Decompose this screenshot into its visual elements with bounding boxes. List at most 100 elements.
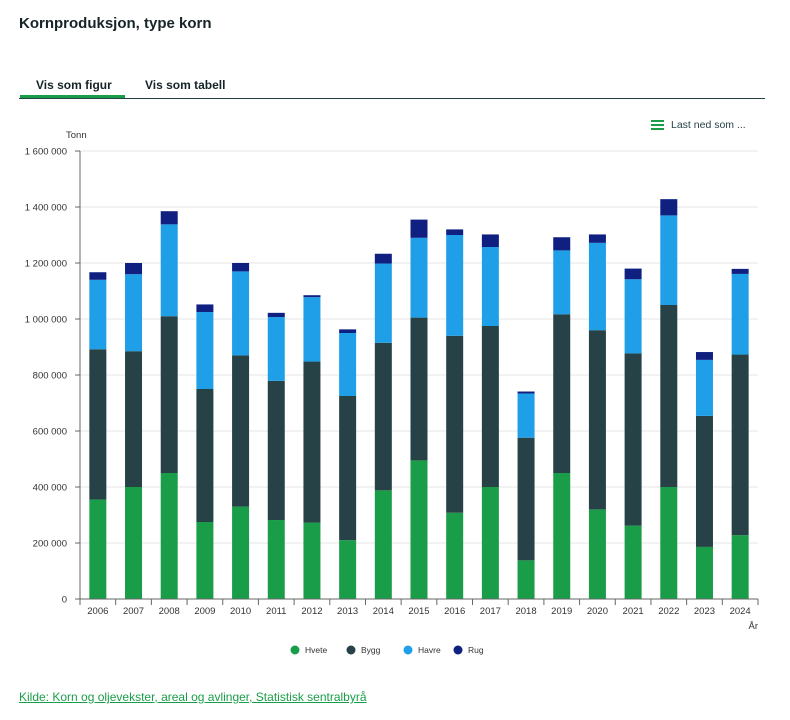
bar-segment-havre-2022 bbox=[660, 215, 678, 305]
bar-segment-bygg-2017 bbox=[481, 326, 499, 487]
bar-segment-bygg-2014 bbox=[374, 342, 392, 491]
bar-segment-rug-2023 bbox=[695, 352, 713, 360]
bar-segment-hvete-2019 bbox=[553, 473, 571, 599]
view-tabs: Vis som figur Vis som tabell bbox=[19, 76, 765, 99]
bar-segment-rug-2017 bbox=[481, 234, 499, 248]
bar-segment-hvete-2011 bbox=[267, 520, 285, 599]
download-label: Last ned som ... bbox=[671, 119, 746, 131]
bar-segment-havre-2015 bbox=[410, 237, 428, 318]
bar-segment-havre-2023 bbox=[695, 359, 713, 416]
page-title: Kornproduksjon, type korn bbox=[19, 15, 212, 32]
legend-label-havre: Havre bbox=[418, 645, 441, 655]
bar-segment-rug-2013 bbox=[339, 329, 357, 333]
x-tick-label: 2020 bbox=[587, 606, 608, 617]
x-tick-label: 2006 bbox=[87, 606, 108, 617]
bar-segment-hvete-2020 bbox=[588, 509, 606, 599]
bar-segment-hvete-2014 bbox=[374, 490, 392, 599]
x-tick-label: 2013 bbox=[337, 606, 358, 617]
bar-segment-bygg-2011 bbox=[267, 380, 285, 521]
bar-segment-hvete-2008 bbox=[160, 473, 178, 599]
x-tick-label: 2011 bbox=[266, 606, 286, 617]
x-tick-label: 2007 bbox=[123, 606, 144, 617]
bar-segment-havre-2013 bbox=[339, 333, 357, 396]
bar-segment-havre-2007 bbox=[125, 274, 143, 352]
bar-segment-rug-2022 bbox=[660, 199, 678, 216]
legend-label-bygg: Bygg bbox=[361, 645, 381, 655]
bar-segment-hvete-2017 bbox=[481, 487, 499, 599]
bar-segment-bygg-2006 bbox=[89, 349, 107, 500]
bar-segment-hvete-2009 bbox=[196, 522, 214, 599]
x-tick-label: 2012 bbox=[301, 606, 322, 617]
bar-segment-havre-2017 bbox=[481, 247, 499, 326]
x-tick-label: 2019 bbox=[551, 606, 572, 617]
bar-segment-rug-2019 bbox=[553, 237, 571, 251]
x-tick-label: 2014 bbox=[373, 606, 394, 617]
bar-segment-hvete-2016 bbox=[446, 512, 464, 599]
bar-segment-hvete-2023 bbox=[695, 546, 713, 599]
legend-marker-bygg bbox=[346, 645, 356, 655]
y-tick-label: 400 000 bbox=[33, 483, 67, 494]
bar-segment-bygg-2021 bbox=[624, 353, 642, 526]
bar-segment-havre-2008 bbox=[160, 224, 178, 317]
legend-marker-hvete bbox=[290, 645, 300, 655]
source-link[interactable]: Kilde: Korn og oljevekster, areal og avl… bbox=[19, 690, 367, 704]
y-tick-label: 600 000 bbox=[33, 427, 67, 438]
bar-segment-bygg-2024 bbox=[731, 354, 749, 536]
bar-segment-bygg-2018 bbox=[517, 437, 535, 561]
bar-segment-bygg-2020 bbox=[588, 330, 606, 510]
y-tick-label: 200 000 bbox=[33, 539, 67, 550]
bar-segment-havre-2016 bbox=[446, 235, 464, 336]
bar-segment-rug-2024 bbox=[731, 268, 749, 274]
bar-segment-hvete-2018 bbox=[517, 560, 535, 599]
legend-marker-havre bbox=[403, 645, 413, 655]
bar-segment-rug-2018 bbox=[517, 391, 535, 394]
x-tick-label: 2022 bbox=[658, 606, 679, 617]
y-tick-label: 1 200 000 bbox=[25, 259, 67, 270]
tab-vis-som-figur[interactable]: Vis som figur bbox=[20, 78, 125, 98]
legend-label-hvete: Hvete bbox=[305, 645, 327, 655]
bar-segment-hvete-2010 bbox=[232, 506, 250, 599]
bar-segment-bygg-2023 bbox=[695, 415, 713, 547]
bar-segment-havre-2009 bbox=[196, 312, 214, 389]
bar-segment-havre-2018 bbox=[517, 393, 535, 438]
y-tick-label: 0 bbox=[62, 595, 67, 606]
download-button[interactable]: Last ned som ... bbox=[651, 119, 746, 131]
bar-segment-rug-2007 bbox=[125, 263, 143, 275]
bar-segment-havre-2021 bbox=[624, 279, 642, 354]
bar-segment-havre-2011 bbox=[267, 317, 285, 381]
menu-icon bbox=[651, 120, 664, 130]
bar-segment-bygg-2013 bbox=[339, 396, 357, 541]
bar-segment-rug-2011 bbox=[267, 312, 285, 318]
bar-segment-rug-2021 bbox=[624, 268, 642, 280]
bar-segment-havre-2014 bbox=[374, 263, 392, 343]
bar-segment-rug-2008 bbox=[160, 211, 178, 225]
bar-segment-bygg-2022 bbox=[660, 305, 678, 487]
bar-segment-bygg-2008 bbox=[160, 316, 178, 473]
x-tick-label: 2009 bbox=[194, 606, 215, 617]
bar-segment-hvete-2015 bbox=[410, 460, 428, 599]
bar-segment-hvete-2021 bbox=[624, 525, 642, 599]
bar-segment-hvete-2022 bbox=[660, 487, 678, 599]
y-tick-label: 1 400 000 bbox=[25, 203, 67, 214]
bar-segment-rug-2006 bbox=[89, 272, 107, 280]
x-tick-label: 2015 bbox=[408, 606, 429, 617]
bar-segment-bygg-2019 bbox=[553, 314, 571, 473]
x-tick-label: 2008 bbox=[159, 606, 180, 617]
y-axis-title: Tonn bbox=[66, 130, 87, 141]
x-tick-label: 2024 bbox=[730, 606, 751, 617]
tab-vis-som-tabell[interactable]: Vis som tabell bbox=[145, 78, 226, 92]
bar-segment-bygg-2012 bbox=[303, 361, 321, 523]
bar-segment-hvete-2024 bbox=[731, 535, 749, 599]
bar-segment-hvete-2007 bbox=[125, 487, 143, 599]
bar-segment-rug-2015 bbox=[410, 219, 428, 238]
bar-segment-rug-2020 bbox=[588, 234, 606, 243]
y-tick-label: 1 600 000 bbox=[25, 147, 67, 158]
bar-segment-bygg-2016 bbox=[446, 335, 464, 513]
bar-segment-bygg-2009 bbox=[196, 389, 214, 522]
bar-segment-rug-2012 bbox=[303, 295, 321, 298]
x-axis-title: År bbox=[749, 621, 759, 632]
bar-segment-rug-2014 bbox=[374, 253, 392, 264]
bar-segment-rug-2010 bbox=[232, 263, 250, 272]
bar-segment-hvete-2013 bbox=[339, 540, 357, 599]
